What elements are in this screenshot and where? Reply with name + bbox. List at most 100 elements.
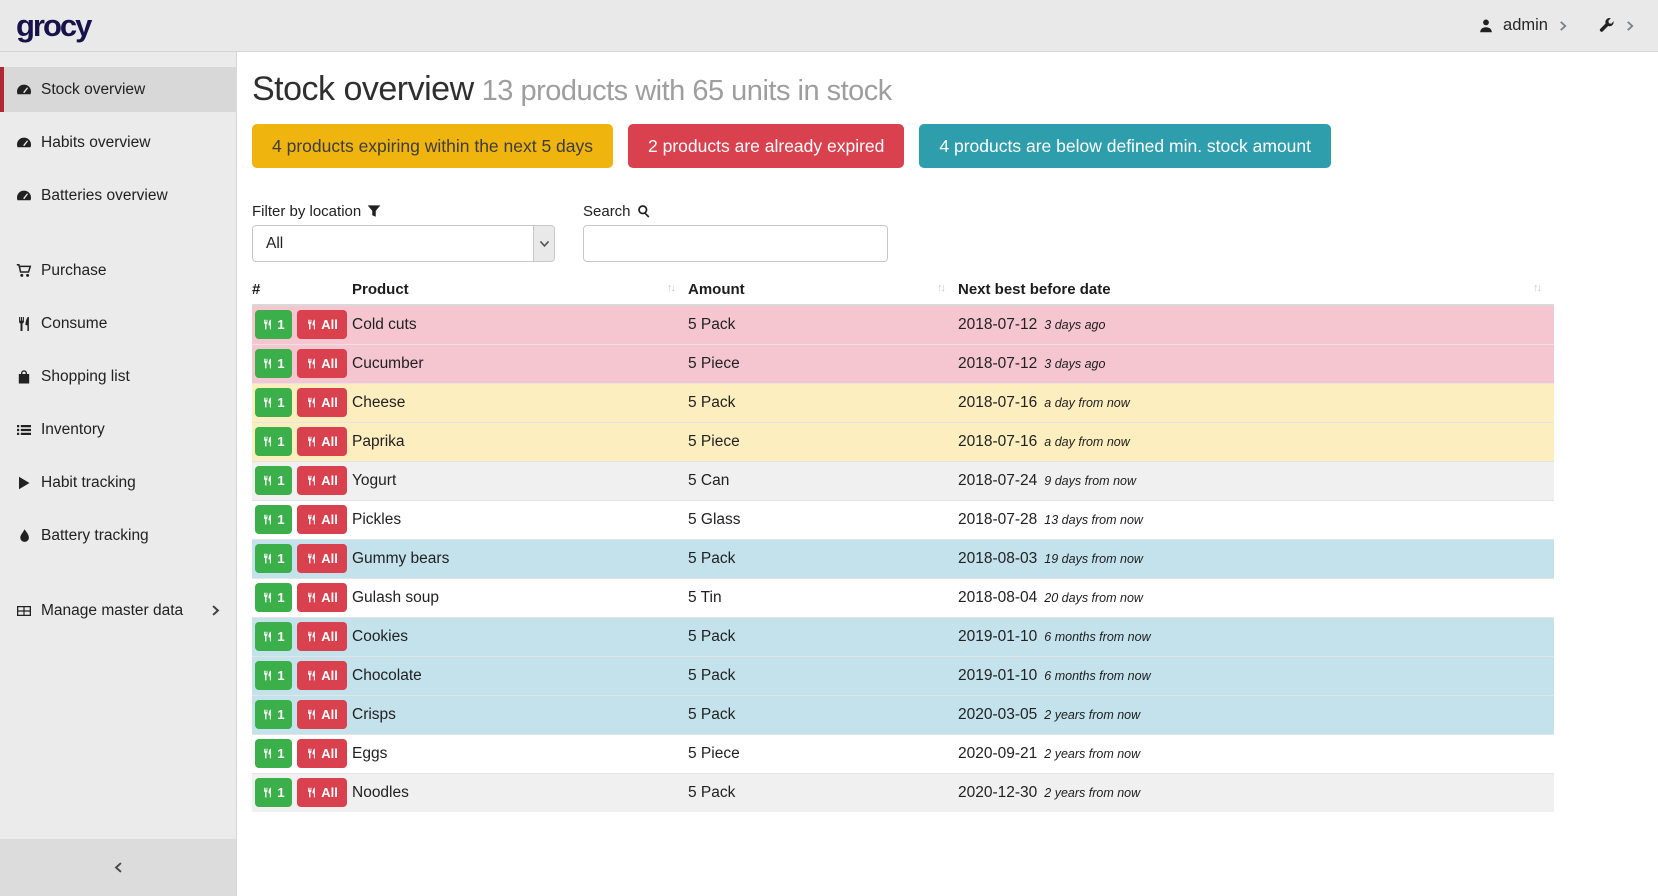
consume-all-button[interactable]: All	[297, 739, 347, 768]
consume-all-button[interactable]: All	[297, 388, 347, 417]
best-before-date: 2018-07-16a day from now	[958, 383, 1554, 422]
sidebar-item-habit-tracking[interactable]: Habit tracking	[0, 460, 236, 505]
consume-all-button[interactable]: All	[297, 544, 347, 573]
filter-bar: Filter by location All Search	[252, 201, 1658, 262]
best-before-date: 2018-07-123 days ago	[958, 344, 1554, 383]
column-header-product[interactable]: Product↑↓	[352, 274, 688, 305]
row-actions: 1All	[252, 656, 352, 695]
row-actions: 1All	[252, 383, 352, 422]
sidebar-item-label: Battery tracking	[41, 527, 149, 545]
wrench-icon	[1599, 18, 1615, 34]
consume-all-button[interactable]: All	[297, 310, 347, 339]
consume-one-button[interactable]: 1	[255, 700, 292, 729]
sidebar-item-label: Consume	[41, 315, 107, 333]
sidebar-collapse-button[interactable]	[0, 839, 236, 896]
utensils-icon	[262, 475, 273, 486]
consume-one-button[interactable]: 1	[255, 739, 292, 768]
amount: 5 Piece	[688, 422, 958, 461]
consume-all-button[interactable]: All	[297, 427, 347, 456]
bag-icon	[16, 369, 32, 385]
consume-one-button[interactable]: 1	[255, 544, 292, 573]
app-logo[interactable]: grocy	[16, 8, 90, 44]
sidebar-item-habits-overview[interactable]: Habits overview	[0, 120, 236, 165]
sidebar-item-batteries-overview[interactable]: Batteries overview	[0, 173, 236, 218]
relative-time: 3 days ago	[1044, 318, 1105, 332]
row-actions: 1All	[252, 734, 352, 773]
product-name: Cold cuts	[352, 305, 688, 344]
sort-icon[interactable]: ↑↓	[667, 282, 674, 294]
sort-icon[interactable]: ↑↓	[1533, 282, 1540, 294]
consume-one-button[interactable]: 1	[255, 310, 292, 339]
badge-below-min[interactable]: 4 products are below defined min. stock …	[919, 124, 1331, 168]
sidebar-item-label: Batteries overview	[41, 187, 168, 205]
consume-all-button[interactable]: All	[297, 622, 347, 651]
utensils-icon	[306, 670, 317, 681]
amount: 5 Pack	[688, 656, 958, 695]
badge-expired[interactable]: 2 products are already expired	[628, 124, 904, 168]
product-name: Crisps	[352, 695, 688, 734]
sidebar-item-label: Habit tracking	[41, 474, 136, 492]
utensils-icon	[306, 358, 317, 369]
chevron-down-icon	[538, 237, 551, 250]
consume-all-button[interactable]: All	[297, 583, 347, 612]
best-before-date: 2020-12-302 years from now	[958, 773, 1554, 812]
column-header-next-best-before-date[interactable]: Next best before date↑↓	[958, 274, 1554, 305]
select-dropdown-button[interactable]	[533, 226, 554, 261]
table-row: 1AllCucumber5 Piece2018-07-123 days ago	[252, 344, 1554, 383]
sidebar-item-inventory[interactable]: Inventory	[0, 407, 236, 452]
product-name: Pickles	[352, 500, 688, 539]
consume-all-button[interactable]: All	[297, 466, 347, 495]
sidebar-item-label: Purchase	[41, 262, 106, 280]
sidebar-item-label: Inventory	[41, 421, 105, 439]
consume-one-button[interactable]: 1	[255, 466, 292, 495]
consume-one-button[interactable]: 1	[255, 661, 292, 690]
sidebar-item-stock-overview[interactable]: Stock overview	[0, 67, 236, 112]
relative-time: 19 days from now	[1044, 552, 1143, 566]
table-header-row: #Product↑↓Amount↑↓Next best before date↑…	[252, 274, 1554, 305]
sort-icon[interactable]: ↑↓	[937, 282, 944, 294]
search-input[interactable]	[583, 225, 888, 262]
amount: 5 Pack	[688, 539, 958, 578]
location-filter-label: Filter by location	[252, 201, 555, 221]
consume-one-button[interactable]: 1	[255, 349, 292, 378]
consume-one-button[interactable]: 1	[255, 505, 292, 534]
settings-menu[interactable]	[1599, 18, 1636, 34]
sidebar-item-purchase[interactable]: Purchase	[0, 248, 236, 293]
stock-table: #Product↑↓Amount↑↓Next best before date↑…	[252, 274, 1554, 812]
sidebar-item-manage-master-data[interactable]: Manage master data	[0, 588, 236, 633]
user-menu[interactable]: admin	[1478, 16, 1569, 35]
amount: 5 Pack	[688, 617, 958, 656]
drop-icon	[16, 528, 32, 544]
sidebar-item-consume[interactable]: Consume	[0, 301, 236, 346]
badge-expiring[interactable]: 4 products expiring within the next 5 da…	[252, 124, 613, 168]
search-label: Search	[583, 201, 888, 221]
top-bar: grocy admin	[0, 0, 1658, 52]
amount: 5 Can	[688, 461, 958, 500]
relative-time: a day from now	[1044, 435, 1129, 449]
status-badges: 4 products expiring within the next 5 da…	[252, 124, 1658, 168]
product-name: Cucumber	[352, 344, 688, 383]
best-before-date: 2018-08-0319 days from now	[958, 539, 1554, 578]
column-header-amount[interactable]: Amount↑↓	[688, 274, 958, 305]
consume-one-button[interactable]: 1	[255, 778, 292, 807]
amount: 5 Tin	[688, 578, 958, 617]
location-filter-select[interactable]: All	[252, 225, 555, 262]
consume-all-button[interactable]: All	[297, 505, 347, 534]
consume-one-button[interactable]: 1	[255, 427, 292, 456]
consume-one-button[interactable]: 1	[255, 583, 292, 612]
consume-all-button[interactable]: All	[297, 700, 347, 729]
consume-one-button[interactable]: 1	[255, 622, 292, 651]
product-name: Noodles	[352, 773, 688, 812]
sidebar-item-shopping-list[interactable]: Shopping list	[0, 354, 236, 399]
consume-one-button[interactable]: 1	[255, 388, 292, 417]
sidebar-item-battery-tracking[interactable]: Battery tracking	[0, 513, 236, 558]
consume-all-button[interactable]: All	[297, 778, 347, 807]
consume-all-button[interactable]: All	[297, 349, 347, 378]
amount: 5 Pack	[688, 695, 958, 734]
table-row: 1AllPaprika5 Piece2018-07-16a day from n…	[252, 422, 1554, 461]
chevron-left-icon	[112, 861, 125, 874]
amount: 5 Piece	[688, 734, 958, 773]
consume-all-button[interactable]: All	[297, 661, 347, 690]
table-row: 1AllEggs5 Piece2020-09-212 years from no…	[252, 734, 1554, 773]
utensils-icon	[262, 358, 273, 369]
